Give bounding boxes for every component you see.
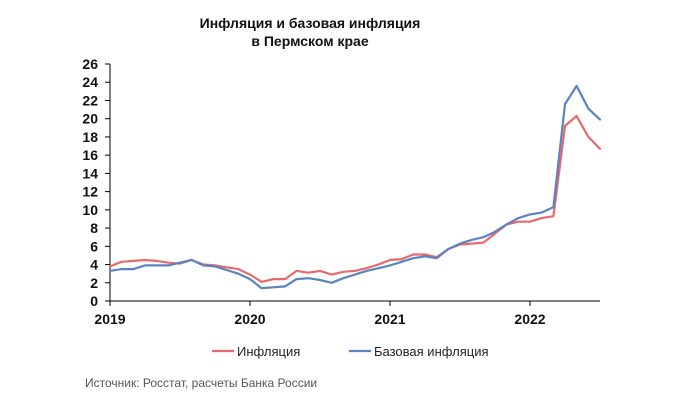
legend-label-0: Инфляция [237,344,300,359]
y-tick-label: 20 [82,111,98,127]
x-tick-label: 2020 [234,311,265,327]
y-tick-label: 12 [82,184,98,200]
y-tick-label: 10 [82,202,98,218]
y-tick-label: 0 [90,293,98,309]
y-tick-label: 18 [82,129,98,145]
x-tick-label: 2019 [94,311,125,327]
source-note: Источник: Росстат, расчеты Банка России [85,376,318,390]
chart-title: Инфляция и базовая инфляция [199,15,421,31]
y-tick-label: 26 [82,56,98,72]
legend-label-1: Базовая инфляция [374,344,489,359]
y-tick-label: 2 [90,275,98,291]
x-tick-label: 2021 [374,311,405,327]
y-tick-label: 24 [82,74,98,90]
chart-subtitle: в Пермском крае [251,33,369,49]
y-tick-label: 4 [90,257,98,273]
series-line-0 [108,114,602,283]
y-tick-label: 16 [82,147,98,163]
y-tick-label: 8 [90,220,98,236]
y-tick-label: 22 [82,92,98,108]
x-tick-label: 2022 [514,311,545,327]
series-line-1 [108,84,602,290]
y-tick-label: 14 [82,165,98,181]
y-tick-label: 6 [90,238,98,254]
